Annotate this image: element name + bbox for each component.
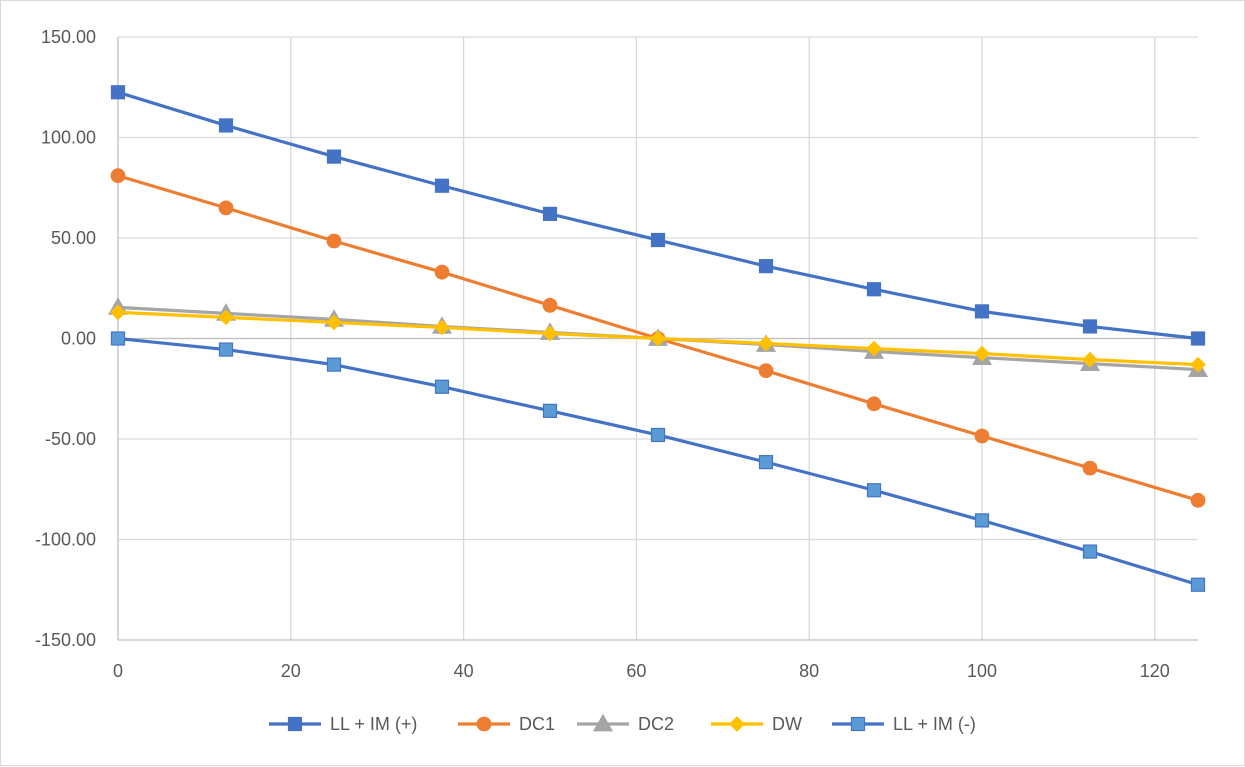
- data-point: [110, 331, 126, 346]
- data-point: [866, 340, 882, 357]
- data-point: [218, 200, 234, 216]
- data-point: [218, 342, 234, 357]
- series-group: [107, 85, 1209, 592]
- y-tick-label: 0.00: [61, 329, 96, 349]
- x-tick-label: 120: [1140, 661, 1170, 681]
- data-point: [974, 345, 990, 362]
- series-5: [110, 331, 1206, 592]
- y-tick-label: 50.00: [51, 228, 96, 248]
- legend-swatch-marker: [850, 716, 866, 732]
- data-point: [650, 427, 666, 443]
- data-point: [326, 357, 342, 372]
- data-point: [1082, 351, 1098, 368]
- data-point: [974, 304, 990, 319]
- data-point: [1082, 319, 1098, 334]
- data-point: [1190, 331, 1206, 346]
- series-1: [110, 85, 1206, 346]
- x-tick-label: 80: [799, 661, 819, 681]
- data-point: [758, 259, 774, 274]
- legend-label: LL + IM (+): [330, 714, 417, 734]
- data-point: [110, 168, 126, 184]
- legend-swatch-marker: [476, 716, 492, 732]
- legend-label: LL + IM (-): [893, 714, 976, 734]
- data-point: [758, 363, 774, 379]
- series-4: [110, 304, 1206, 373]
- data-point: [434, 264, 450, 280]
- y-tick-label: -100.00: [35, 530, 96, 550]
- legend: LL + IM (+) DC1 DC2 DW LL + IM (-): [269, 713, 976, 734]
- data-point: [326, 233, 342, 249]
- x-tick-label: 0: [113, 661, 123, 681]
- x-tick-label: 20: [281, 661, 301, 681]
- legend-item: DC2: [577, 713, 674, 734]
- data-point: [1082, 544, 1098, 559]
- legend-item: DC1: [458, 714, 555, 734]
- data-point: [866, 282, 882, 297]
- data-point: [866, 396, 882, 412]
- series-line: [117, 336, 1199, 587]
- data-point: [1190, 577, 1206, 592]
- data-point: [758, 335, 774, 352]
- data-point: [326, 149, 342, 164]
- legend-item: LL + IM (+): [269, 714, 417, 734]
- data-point: [1190, 356, 1206, 373]
- data-point: [218, 309, 234, 326]
- legend-label: DC1: [519, 714, 555, 734]
- legend-swatch-marker: [729, 716, 745, 732]
- data-point: [434, 379, 450, 394]
- x-tick-label: 100: [967, 661, 997, 681]
- y-tick-label: -150.00: [35, 630, 96, 650]
- data-point: [110, 85, 126, 100]
- legend-swatch-marker: [592, 713, 614, 732]
- y-tick-label: -50.00: [45, 429, 96, 449]
- data-point: [974, 428, 990, 444]
- series-line: [117, 90, 1199, 341]
- legend-item: DW: [711, 714, 802, 734]
- data-point: [974, 513, 990, 528]
- data-point: [542, 297, 558, 313]
- legend-label: DC2: [638, 714, 674, 734]
- data-point: [326, 314, 342, 331]
- data-point: [866, 483, 882, 498]
- data-point: [434, 319, 450, 336]
- legend-label: DW: [772, 714, 802, 734]
- data-point: [1190, 492, 1206, 508]
- x-tick-label: 40: [454, 661, 474, 681]
- data-point: [542, 206, 558, 221]
- data-point: [434, 178, 450, 193]
- data-point: [1082, 460, 1098, 476]
- data-point: [218, 118, 234, 133]
- legend-swatch-marker: [287, 716, 303, 732]
- x-tick-label: 60: [626, 661, 646, 681]
- data-point: [542, 325, 558, 342]
- y-tick-label: 100.00: [41, 128, 96, 148]
- legend-item: LL + IM (-): [832, 714, 976, 734]
- axes: 150.00 100.00 50.00 0.00 -50.00 -100.00 -150.0…: [35, 27, 1198, 681]
- y-tick-label: 150.00: [41, 27, 96, 47]
- data-point: [650, 330, 666, 347]
- data-point: [650, 232, 666, 248]
- data-point: [758, 455, 774, 470]
- data-point: [110, 304, 126, 321]
- data-point: [542, 403, 558, 418]
